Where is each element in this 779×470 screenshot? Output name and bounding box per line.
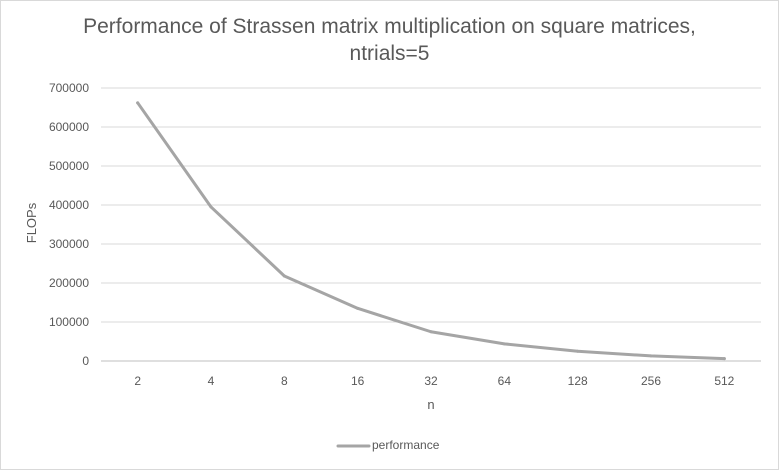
legend: performance xyxy=(336,438,440,452)
x-tick-label: 128 xyxy=(568,374,588,388)
y-axis-title: FLOPs xyxy=(24,202,39,243)
y-tick-label: 400000 xyxy=(49,198,89,212)
data-point xyxy=(502,342,506,346)
y-tick-label: 700000 xyxy=(49,81,89,95)
y-tick-label: 100000 xyxy=(49,315,89,329)
gridlines xyxy=(101,87,761,362)
y-tick-label: 200000 xyxy=(49,276,89,290)
series-line-performance xyxy=(136,101,726,361)
y-tick-label: 600000 xyxy=(49,120,89,134)
data-point xyxy=(282,274,286,278)
data-point xyxy=(576,349,580,353)
chart-title-line-1: Performance of Strassen matrix multiplic… xyxy=(83,15,696,38)
data-point xyxy=(649,354,653,358)
data-point xyxy=(356,306,360,310)
data-point xyxy=(429,330,433,334)
x-tick-label: 4 xyxy=(208,374,215,388)
y-tick-label: 0 xyxy=(82,354,89,368)
y-tick-label: 300000 xyxy=(49,237,89,251)
data-point xyxy=(136,101,140,105)
x-tick-label: 512 xyxy=(714,374,734,388)
y-tick-label: 500000 xyxy=(49,159,89,173)
data-point xyxy=(209,205,213,209)
x-axis-title: n xyxy=(427,397,434,412)
chart-title: Performance of Strassen matrix multiplic… xyxy=(1,13,778,67)
data-point xyxy=(722,357,726,361)
y-axis-ticks: 0 100000 200000 300000 400000 500000 600000 700… xyxy=(49,81,89,368)
x-tick-label: 2 xyxy=(134,374,141,388)
x-axis-ticks: 2 4 8 16 32 64 128 256 512 xyxy=(134,374,734,388)
x-tick-label: 256 xyxy=(641,374,661,388)
x-tick-label: 32 xyxy=(424,374,438,388)
x-tick-label: 8 xyxy=(281,374,288,388)
series-layer xyxy=(136,101,726,361)
x-tick-label: 16 xyxy=(351,374,365,388)
x-tick-label: 64 xyxy=(498,374,512,388)
chart-title-line-2: ntrials=5 xyxy=(349,42,430,65)
legend-label-performance: performance xyxy=(372,438,440,452)
